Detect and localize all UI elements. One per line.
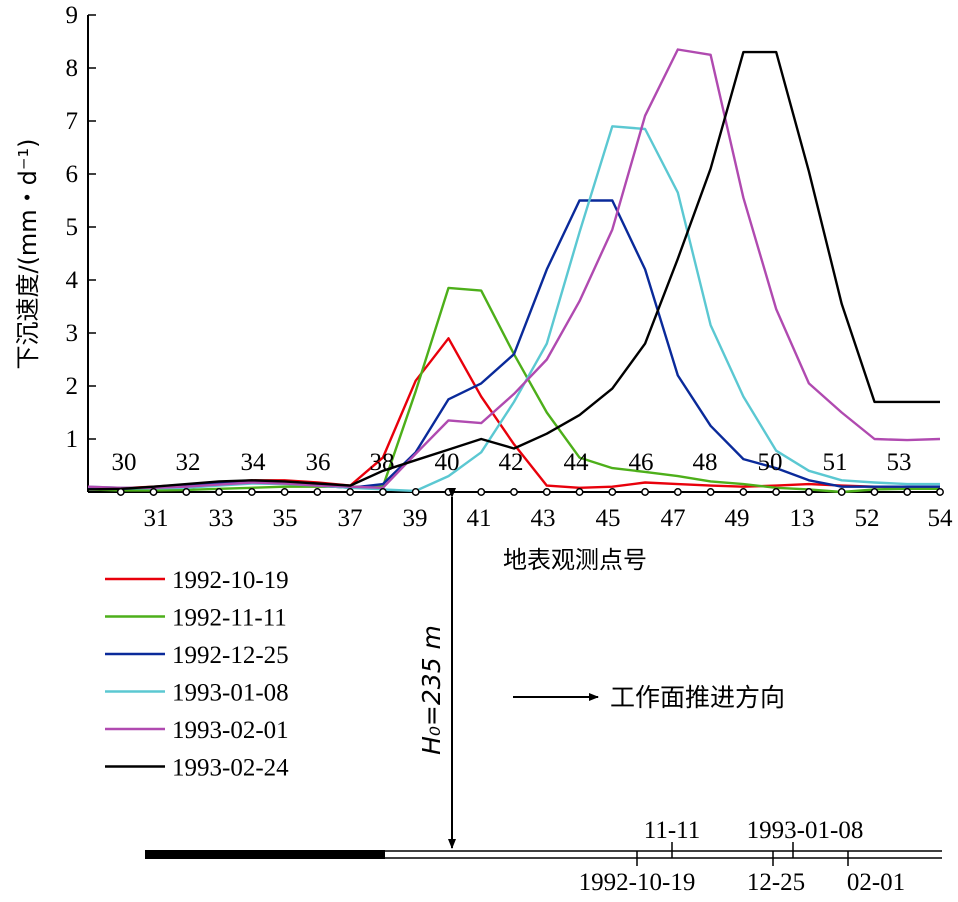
point-label-top: 46 xyxy=(629,449,654,476)
y-tick-label: 9 xyxy=(66,2,79,29)
observation-point-marker xyxy=(149,488,158,496)
observation-point-marker xyxy=(510,488,518,496)
point-label-top: 40 xyxy=(435,449,460,476)
y-tick-label: 2 xyxy=(66,373,79,400)
legend-label: 1993-02-24 xyxy=(172,755,289,782)
observation-point-marker xyxy=(673,488,682,496)
x-axis-title: 地表观测点号 xyxy=(503,546,647,574)
observation-point-marker xyxy=(772,488,781,496)
series-line-1993-02-24 xyxy=(87,50,940,491)
point-label-bottom: 45 xyxy=(596,505,621,532)
legend: 1992-10-19 1992-11-11 1992-12-25 1993-01-08… xyxy=(105,567,289,782)
point-label-top: 53 xyxy=(887,449,912,476)
point-label-bottom: 33 xyxy=(209,505,234,532)
point-label-top: 48 xyxy=(693,449,718,476)
point-label-bottom: 39 xyxy=(403,505,428,532)
observation-point-marker xyxy=(706,488,715,496)
observation-point-marker xyxy=(575,488,584,496)
legend-label: 1992-12-25 xyxy=(172,642,289,669)
point-label-bottom: 31 xyxy=(144,505,169,532)
point-label-bottom: 47 xyxy=(661,505,686,532)
observation-point-marker xyxy=(936,488,944,496)
face-date-bottom-3: 02-01 xyxy=(847,869,905,896)
legend-label: 1992-10-19 xyxy=(172,567,289,594)
observation-point-marker xyxy=(870,488,879,496)
face-date-bottom-2: 12-25 xyxy=(747,869,805,896)
y-tick-label: 8 xyxy=(66,55,79,82)
observation-point-marker xyxy=(247,488,256,496)
observation-point-marker xyxy=(215,488,224,496)
point-label-top: 50 xyxy=(758,449,783,476)
observation-point-marker xyxy=(444,488,453,496)
observation-point-marker xyxy=(116,488,125,496)
point-label-bottom: 13 xyxy=(790,505,815,532)
observation-point-marker xyxy=(542,488,551,496)
observation-point-marker xyxy=(608,488,617,496)
point-label-top: 36 xyxy=(306,449,331,476)
point-label-top: 51 xyxy=(823,449,848,476)
point-label-bottom: 49 xyxy=(725,505,750,532)
series-lines xyxy=(87,48,941,494)
y-tick-label: 5 xyxy=(66,214,79,241)
point-label-bottom: 35 xyxy=(273,505,298,532)
point-label-top: 32 xyxy=(176,449,201,476)
point-label-top: 34 xyxy=(241,449,267,476)
y-tick-label: 4 xyxy=(66,267,79,294)
h0-label: H₀=235 m xyxy=(417,625,446,755)
observation-points xyxy=(116,488,944,496)
face-position-ticks xyxy=(636,842,849,866)
point-label-bottom: 54 xyxy=(928,505,954,532)
y-tick-label: 7 xyxy=(66,108,79,135)
face-date-top-2: 1993-01-08 xyxy=(747,817,864,844)
observation-point-marker xyxy=(346,488,355,496)
observation-point-marker xyxy=(313,488,322,496)
face-date-top-1: 11-11 xyxy=(644,817,700,844)
point-label-bottom: 41 xyxy=(467,505,492,532)
observation-point-marker xyxy=(477,488,486,496)
point-label-top: 44 xyxy=(564,449,590,476)
legend-label: 1992-11-11 xyxy=(172,605,287,632)
legend-label: 1993-01-08 xyxy=(172,680,289,707)
point-label-top: 42 xyxy=(499,449,524,476)
observation-point-marker xyxy=(739,488,748,496)
point-label-top: 38 xyxy=(370,449,395,476)
observation-point-marker xyxy=(641,488,650,496)
observation-point-marker xyxy=(837,488,846,496)
point-label-top: 30 xyxy=(112,449,137,476)
observation-point-labels: 30 32 34 36 38 40 42 44 46 48 50 51 53 31 33 35 37 39 41 43… xyxy=(112,449,954,532)
y-ticks: 1 2 3 4 5 6 7 8 9 xyxy=(66,2,96,453)
legend-label: 1993-02-01 xyxy=(172,717,289,744)
observation-point-marker xyxy=(411,488,420,496)
point-label-bottom: 37 xyxy=(338,505,363,532)
observation-point-marker xyxy=(182,488,191,496)
y-tick-label: 3 xyxy=(66,320,79,347)
face-date-bottom-1: 1992-10-19 xyxy=(579,869,696,896)
observation-point-marker xyxy=(280,488,289,496)
point-label-bottom: 43 xyxy=(531,505,556,532)
observation-point-marker xyxy=(903,488,912,496)
mined-seam-bar xyxy=(145,850,385,859)
observation-point-marker xyxy=(378,488,387,496)
direction-label: 工作面推进方向 xyxy=(610,683,785,712)
y-tick-label: 6 xyxy=(66,161,79,188)
y-axis-title: 下沉速度/(mm・d⁻¹) xyxy=(14,138,42,369)
observation-point-marker xyxy=(804,488,813,496)
point-label-bottom: 52 xyxy=(855,505,880,532)
y-tick-label: 1 xyxy=(66,426,79,453)
series-line-1993-02-01 xyxy=(87,48,941,489)
